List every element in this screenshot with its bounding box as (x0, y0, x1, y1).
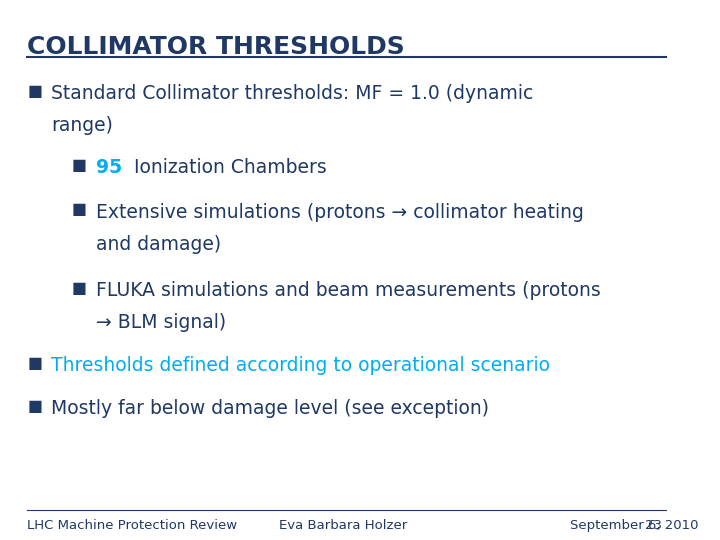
Text: ■: ■ (72, 202, 87, 218)
Text: Eva Barbara Holzer: Eva Barbara Holzer (279, 519, 408, 532)
Text: ■: ■ (27, 399, 42, 414)
Text: FLUKA simulations and beam measurements (protons: FLUKA simulations and beam measurements … (96, 281, 601, 300)
Text: ■: ■ (27, 356, 42, 372)
Text: ■: ■ (27, 84, 42, 99)
Text: ■: ■ (72, 281, 87, 296)
Text: LHC Machine Protection Review: LHC Machine Protection Review (27, 519, 238, 532)
Text: Thresholds defined according to operational scenario: Thresholds defined according to operatio… (51, 356, 551, 375)
Text: ■: ■ (72, 158, 87, 173)
Text: Mostly far below damage level (see exception): Mostly far below damage level (see excep… (51, 399, 490, 417)
Text: Standard Collimator thresholds: MF = 1.0 (dynamic: Standard Collimator thresholds: MF = 1.0… (51, 84, 534, 103)
Text: Ionization Chambers: Ionization Chambers (128, 158, 327, 177)
Text: 95: 95 (96, 158, 122, 177)
Text: Extensive simulations (protons → collimator heating: Extensive simulations (protons → collima… (96, 202, 584, 221)
Text: → BLM signal): → BLM signal) (96, 313, 226, 332)
Text: COLLIMATOR THRESHOLDS: COLLIMATOR THRESHOLDS (27, 35, 405, 59)
Text: 23: 23 (645, 519, 662, 532)
Text: range): range) (51, 116, 113, 135)
Text: September 6, 2010: September 6, 2010 (570, 519, 698, 532)
Text: and damage): and damage) (96, 235, 221, 254)
